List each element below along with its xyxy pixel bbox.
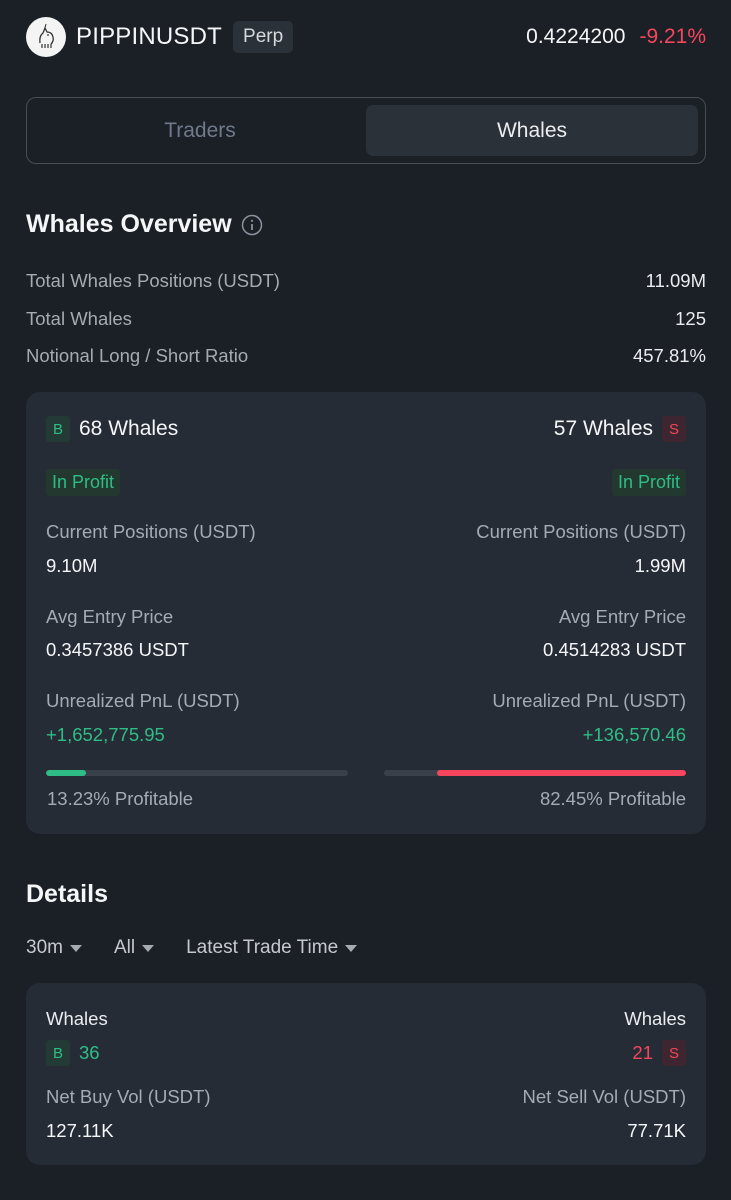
short-profitable-fill — [437, 770, 686, 776]
details-title: Details — [26, 880, 108, 909]
net-sell-vol-label: Net Sell Vol (USDT) — [522, 1086, 686, 1107]
side-filter-label: All — [113, 937, 136, 958]
whales-overview-title: Whales Overview — [26, 210, 263, 239]
net-buy-vol-value: 127.11K — [46, 1120, 114, 1141]
buy-tag: B — [46, 416, 70, 442]
overview-label: Notional Long / Short Ratio — [26, 345, 249, 366]
overview-value: 457.81% — [632, 345, 706, 366]
net-sell-vol-value: 77.71K — [627, 1120, 686, 1141]
short-positions-value: 1.99M — [634, 555, 686, 576]
overview-label: Total Whales Positions (USDT) — [26, 270, 280, 291]
symbol-name[interactable]: PIPPINUSDT — [76, 23, 223, 50]
long-pnl-label: Unrealized PnL (USDT) — [46, 690, 240, 711]
sort-label: Latest Trade Time — [186, 937, 339, 958]
short-entry-value: 0.4514283 USDT — [543, 639, 686, 660]
long-positions-value: 9.10M — [46, 555, 98, 576]
header-bar: PIPPINUSDT Perp 0.4224200 -9.21% — [26, 16, 706, 58]
long-profit-badge: In Profit — [46, 469, 121, 496]
short-whales-count: 57 Whales — [553, 417, 653, 440]
details-left-label: Whales — [46, 1008, 108, 1029]
short-profitable-bar — [384, 770, 686, 776]
long-profitable-text: 13.23% Profitable — [47, 788, 194, 809]
overview-value: 11.09M — [645, 270, 706, 291]
timeframe-label: 30m — [26, 937, 63, 958]
tab-traders[interactable]: Traders — [164, 118, 236, 142]
details-buy-count: 36 — [79, 1042, 100, 1063]
unicorn-logo-icon — [26, 17, 66, 57]
short-pnl-value: +136,570.46 — [582, 724, 686, 745]
long-whales-count: 68 Whales — [79, 417, 179, 440]
traders-whales-toggle: Traders Whales — [26, 97, 706, 164]
short-pnl-label: Unrealized PnL (USDT) — [492, 690, 686, 711]
long-pnl-value: +1,652,775.95 — [46, 724, 165, 745]
details-sell-count-row: 21 S — [632, 1040, 686, 1066]
net-buy-vol-label: Net Buy Vol (USDT) — [46, 1086, 211, 1107]
caret-down-icon — [69, 944, 82, 952]
sell-tag: S — [662, 1040, 686, 1066]
caret-down-icon — [345, 944, 358, 952]
long-short-card: B 68 Whales In Profit Current Positions … — [26, 392, 706, 834]
long-profitable-fill — [46, 770, 86, 776]
details-sell-count: 21 — [632, 1042, 653, 1063]
buy-tag: B — [46, 1040, 70, 1066]
sell-tag: S — [662, 416, 686, 442]
details-title-text: Details — [26, 880, 108, 908]
contract-type-badge: Perp — [233, 21, 294, 53]
overview-value: 125 — [675, 308, 706, 329]
tab-whales[interactable]: Whales — [366, 105, 698, 156]
sort-dropdown[interactable]: Latest Trade Time — [186, 937, 358, 959]
timeframe-dropdown[interactable]: 30m — [26, 937, 82, 959]
details-buy-count-row: B 36 — [46, 1040, 100, 1066]
overview-row-total-positions: Total Whales Positions (USDT) 11.09M — [26, 270, 706, 292]
long-whales-header: B 68 Whales — [46, 416, 178, 442]
short-profitable-text: 82.45% Profitable — [539, 788, 686, 809]
short-whales-header: 57 Whales S — [554, 416, 686, 442]
info-circle-icon[interactable] — [241, 214, 263, 236]
short-column: 57 Whales S In Profit Current Positions … — [384, 392, 686, 834]
long-column: B 68 Whales In Profit Current Positions … — [46, 392, 348, 834]
overview-row-total-whales: Total Whales 125 — [26, 308, 706, 330]
short-entry-label: Avg Entry Price — [558, 606, 686, 627]
long-profitable-bar — [46, 770, 348, 776]
overview-label: Total Whales — [26, 308, 132, 329]
caret-down-icon — [142, 944, 155, 952]
whales-overview-title-text: Whales Overview — [26, 210, 232, 238]
last-price: 0.4224200 — [526, 25, 626, 48]
long-entry-value: 0.3457386 USDT — [46, 639, 189, 660]
short-profit-badge: In Profit — [611, 469, 686, 496]
short-positions-label: Current Positions (USDT) — [476, 521, 686, 542]
details-card: Whales Whales B 36 21 S Net Buy Vol (USD… — [26, 983, 706, 1165]
price-change: -9.21% — [639, 25, 706, 48]
side-filter-dropdown[interactable]: All — [113, 937, 155, 959]
long-entry-label: Avg Entry Price — [46, 606, 174, 627]
details-filters: 30m All Latest Trade Time — [26, 937, 389, 959]
long-positions-label: Current Positions (USDT) — [46, 521, 256, 542]
overview-row-long-short-ratio: Notional Long / Short Ratio 457.81% — [26, 345, 706, 367]
details-right-label: Whales — [624, 1008, 686, 1029]
